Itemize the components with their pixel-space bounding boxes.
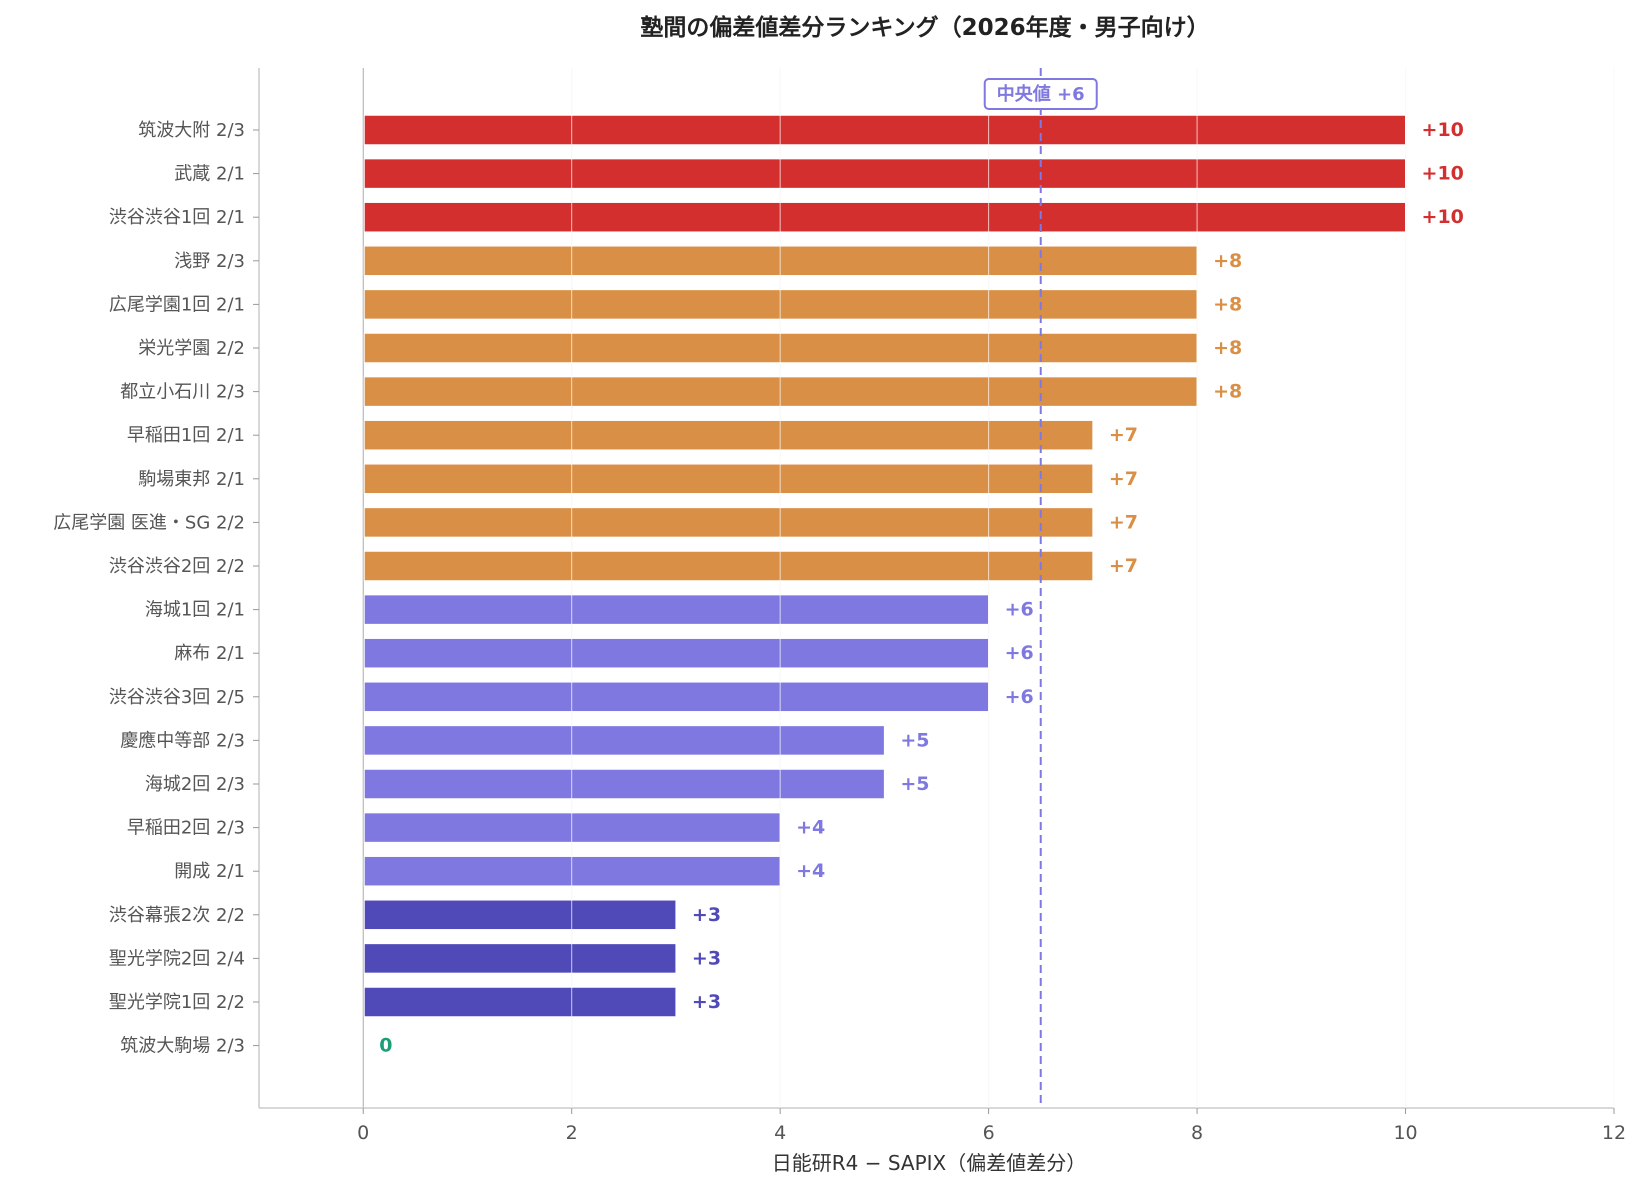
category-label: 都立小石川 2/3	[120, 382, 245, 403]
category-label: 海城1回 2/1	[145, 600, 245, 621]
data-label: +6	[1005, 686, 1034, 708]
data-label: 0	[379, 1035, 392, 1057]
median-label: 中央値 +6	[997, 83, 1085, 105]
bar	[363, 114, 1407, 146]
category-label: 渋谷渋谷1回 2/1	[109, 207, 245, 228]
category-label: 渋谷渋谷2回 2/2	[109, 556, 245, 577]
category-label: 筑波大附 2/3	[138, 120, 245, 141]
category-label: 聖光学院2回 2/4	[109, 948, 245, 969]
x-tick-label: 8	[1191, 1122, 1203, 1144]
data-label: +3	[692, 947, 721, 969]
x-axis-label: 日能研R4 − SAPIX（偏差値差分）	[772, 1151, 1087, 1175]
category-label: 浅野 2/3	[174, 251, 245, 272]
category-label: 駒場東邦 2/1	[138, 469, 245, 490]
x-tick-labels: 0 2 4 6 8 10 12	[357, 1108, 1626, 1144]
bar	[363, 419, 1094, 451]
data-label: +7	[1109, 555, 1138, 577]
median-label-box	[983, 78, 1098, 110]
bar	[363, 899, 677, 931]
median-line-group: 中央値 +6	[983, 68, 1098, 1108]
category-label: 筑波大駒場 2/3	[120, 1036, 245, 1057]
data-label: +6	[1005, 642, 1034, 664]
category-label: 渋谷渋谷3回 2/5	[109, 687, 245, 708]
data-label: +4	[796, 817, 825, 839]
data-label: +8	[1213, 337, 1242, 359]
data-label: +3	[692, 991, 721, 1013]
x-tick-label: 4	[774, 1122, 786, 1144]
y-tick-labels: 筑波大附 2/3 武蔵 2/1 渋谷渋谷1回 2/1 浅野 2/3 広尾学園1回 2/1…	[53, 120, 259, 1057]
category-label: 渋谷幕張2次 2/2	[109, 905, 245, 926]
bar	[363, 463, 1094, 495]
data-label: +7	[1109, 468, 1138, 490]
x-tick-label: 6	[983, 1122, 995, 1144]
bar	[363, 768, 885, 800]
data-label: +7	[1109, 424, 1138, 446]
category-label: 麻布 2/1	[174, 643, 245, 664]
data-label: +10	[1422, 119, 1464, 141]
x-tick-label: 10	[1393, 1122, 1417, 1144]
category-label: 早稲田2回 2/3	[127, 818, 245, 839]
data-label: +10	[1422, 206, 1464, 228]
bar	[363, 725, 885, 756]
data-label: +4	[796, 860, 825, 882]
bar	[363, 594, 990, 625]
bar	[363, 201, 1407, 233]
category-label: 武蔵 2/1	[174, 164, 245, 185]
bar	[363, 943, 677, 974]
data-labels: +10 +10 +10 +8 +8 +8 +8 +7 +7 +7 +7 +6 +6 +6 +5 +5 +4 +4 +…	[379, 119, 1464, 1057]
data-label: +7	[1109, 511, 1138, 533]
data-label: +3	[692, 904, 721, 926]
category-label: 慶應中等部 2/3	[120, 729, 245, 751]
category-label: 聖光学院1回 2/2	[109, 992, 245, 1013]
category-label: 栄光学園 2/2	[138, 338, 245, 359]
category-label: 早稲田1回 2/1	[127, 425, 245, 446]
x-tick-label: 0	[357, 1122, 369, 1144]
bar	[363, 681, 990, 713]
chart-title: 塾間の偏差値差分ランキング（2026年度・男子向け）	[640, 14, 1209, 41]
data-label: +8	[1213, 381, 1242, 403]
x-tick-label: 2	[566, 1122, 578, 1144]
data-label: +6	[1005, 599, 1034, 621]
bar	[363, 986, 677, 1018]
data-label: +8	[1213, 293, 1242, 315]
bar	[363, 158, 1407, 189]
data-label: +10	[1422, 163, 1464, 185]
bar	[363, 507, 1094, 538]
category-label: 海城2回 2/3	[145, 774, 245, 795]
bars	[363, 68, 1615, 1108]
bar	[363, 637, 990, 669]
category-label: 広尾学園 医進・SG 2/2	[53, 512, 245, 533]
x-tick-label: 12	[1602, 1122, 1626, 1144]
data-label: +8	[1213, 250, 1242, 272]
category-label: 開成 2/1	[174, 861, 245, 882]
category-label: 広尾学園1回 2/1	[109, 294, 245, 315]
bar	[363, 550, 1094, 582]
data-label: +5	[900, 729, 929, 751]
data-label: +5	[900, 773, 929, 795]
